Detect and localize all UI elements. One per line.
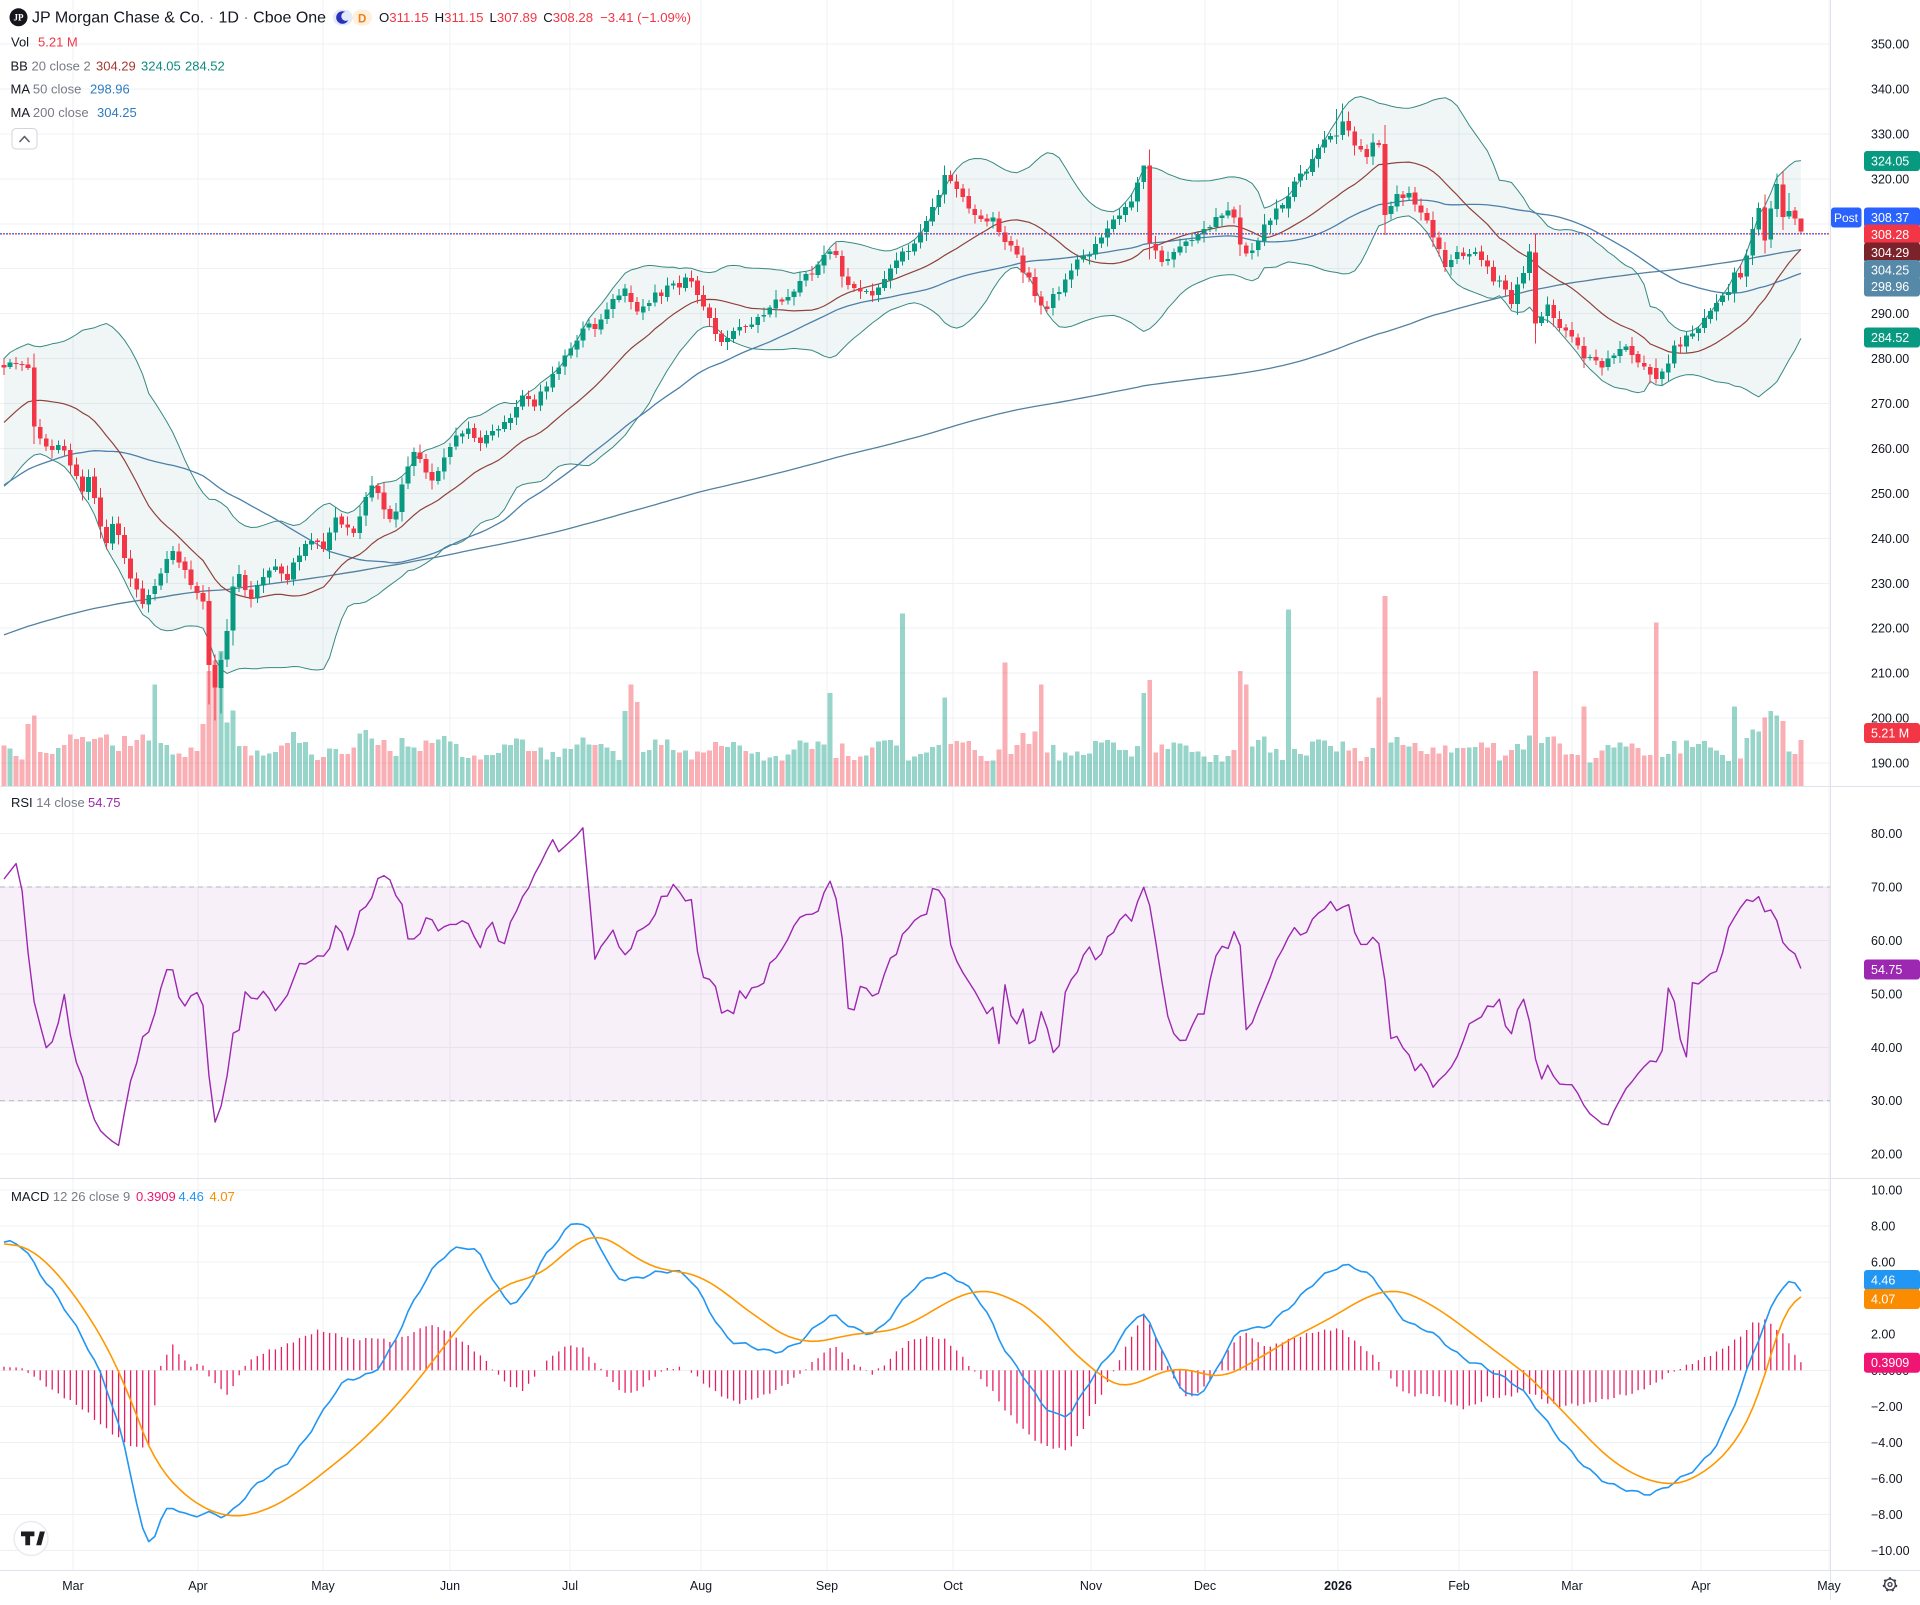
svg-text:JP Morgan Chase & Co. · 1D · C: JP Morgan Chase & Co. · 1D · Cboe One — [32, 10, 326, 27]
svg-text:6.00: 6.00 — [1871, 1256, 1895, 1270]
svg-text:304.25: 304.25 — [97, 105, 137, 120]
svg-text:Apr: Apr — [188, 1579, 207, 1593]
svg-text:Mar: Mar — [1561, 1579, 1583, 1593]
svg-text:Post: Post — [1834, 211, 1859, 225]
svg-text:290.00: 290.00 — [1871, 307, 1909, 321]
svg-text:Mar: Mar — [62, 1579, 84, 1593]
svg-text:Aug: Aug — [690, 1579, 712, 1593]
svg-text:−6.00: −6.00 — [1871, 1472, 1903, 1486]
svg-text:304.29: 304.29 — [96, 59, 136, 74]
svg-text:Apr: Apr — [1691, 1579, 1710, 1593]
svg-text:70.00: 70.00 — [1871, 881, 1902, 895]
svg-text:280.00: 280.00 — [1871, 352, 1909, 366]
svg-text:−4.00: −4.00 — [1871, 1436, 1903, 1450]
svg-text:Oct: Oct — [943, 1579, 963, 1593]
svg-text:304.29: 304.29 — [1871, 246, 1909, 260]
svg-text:260.00: 260.00 — [1871, 442, 1909, 456]
svg-text:D: D — [358, 13, 366, 25]
svg-text:MA 50 close: MA 50 close — [11, 82, 82, 97]
svg-text:230.00: 230.00 — [1871, 577, 1909, 591]
svg-text:308.37: 308.37 — [1871, 211, 1909, 225]
svg-text:220.00: 220.00 — [1871, 622, 1909, 636]
svg-text:330.00: 330.00 — [1871, 127, 1909, 141]
svg-text:MACD 12 26 close 9: MACD 12 26 close 9 — [11, 1189, 130, 1204]
svg-text:324.05: 324.05 — [141, 59, 181, 74]
svg-text:Nov: Nov — [1080, 1579, 1103, 1593]
svg-text:284.52: 284.52 — [1871, 331, 1909, 345]
svg-text:4.46: 4.46 — [179, 1189, 204, 1204]
svg-text:Jul: Jul — [562, 1579, 578, 1593]
svg-text:8.00: 8.00 — [1871, 1220, 1895, 1234]
svg-text:30.00: 30.00 — [1871, 1094, 1902, 1108]
svg-text:4.07: 4.07 — [1871, 1293, 1895, 1307]
svg-text:10.00: 10.00 — [1871, 1183, 1902, 1197]
svg-text:May: May — [1817, 1579, 1841, 1593]
svg-text:JP: JP — [14, 13, 25, 23]
svg-text:4.46: 4.46 — [1871, 1274, 1895, 1288]
svg-text:284.52: 284.52 — [185, 59, 225, 74]
svg-text:0.3909: 0.3909 — [1871, 1356, 1909, 1370]
svg-text:20.00: 20.00 — [1871, 1148, 1902, 1162]
svg-text:240.00: 240.00 — [1871, 532, 1909, 546]
svg-text:Feb: Feb — [1448, 1579, 1470, 1593]
svg-text:Sep: Sep — [816, 1579, 838, 1593]
svg-text:−10.00: −10.00 — [1871, 1544, 1910, 1558]
svg-text:298.96: 298.96 — [90, 82, 130, 97]
svg-text:270.00: 270.00 — [1871, 397, 1909, 411]
svg-text:250.00: 250.00 — [1871, 487, 1909, 501]
svg-text:Dec: Dec — [1194, 1579, 1216, 1593]
svg-text:5.21 M: 5.21 M — [1871, 727, 1909, 741]
svg-text:298.96: 298.96 — [1871, 280, 1909, 294]
svg-text:5.21 M: 5.21 M — [38, 35, 78, 50]
svg-text:2026: 2026 — [1324, 1579, 1352, 1593]
svg-text:4.07: 4.07 — [210, 1189, 235, 1204]
svg-text:340.00: 340.00 — [1871, 82, 1909, 96]
svg-text:Jun: Jun — [440, 1579, 460, 1593]
svg-text:210.00: 210.00 — [1871, 667, 1909, 681]
svg-text:0.3909: 0.3909 — [136, 1189, 176, 1204]
svg-text:308.28: 308.28 — [1871, 228, 1909, 242]
svg-text:MA 200 close: MA 200 close — [11, 105, 89, 120]
svg-text:54.75: 54.75 — [1871, 963, 1902, 977]
svg-text:BB 20 close 2: BB 20 close 2 — [11, 59, 91, 74]
svg-text:54.75: 54.75 — [88, 795, 121, 810]
svg-text:200.00: 200.00 — [1871, 712, 1909, 726]
svg-text:May: May — [311, 1579, 335, 1593]
svg-text:350.00: 350.00 — [1871, 38, 1909, 52]
svg-text:80.00: 80.00 — [1871, 827, 1902, 841]
svg-text:324.05: 324.05 — [1871, 155, 1909, 169]
svg-text:50.00: 50.00 — [1871, 987, 1902, 1001]
svg-text:40.00: 40.00 — [1871, 1041, 1902, 1055]
svg-text:190.00: 190.00 — [1871, 757, 1909, 771]
svg-text:Vol: Vol — [11, 35, 29, 50]
svg-text:320.00: 320.00 — [1871, 172, 1909, 186]
svg-text:304.25: 304.25 — [1871, 264, 1909, 278]
svg-text:−8.00: −8.00 — [1871, 1508, 1903, 1522]
svg-text:−2.00: −2.00 — [1871, 1400, 1903, 1414]
svg-text:60.00: 60.00 — [1871, 934, 1902, 948]
svg-text:RSI 14 close: RSI 14 close — [11, 795, 85, 810]
svg-text:2.00: 2.00 — [1871, 1328, 1895, 1342]
